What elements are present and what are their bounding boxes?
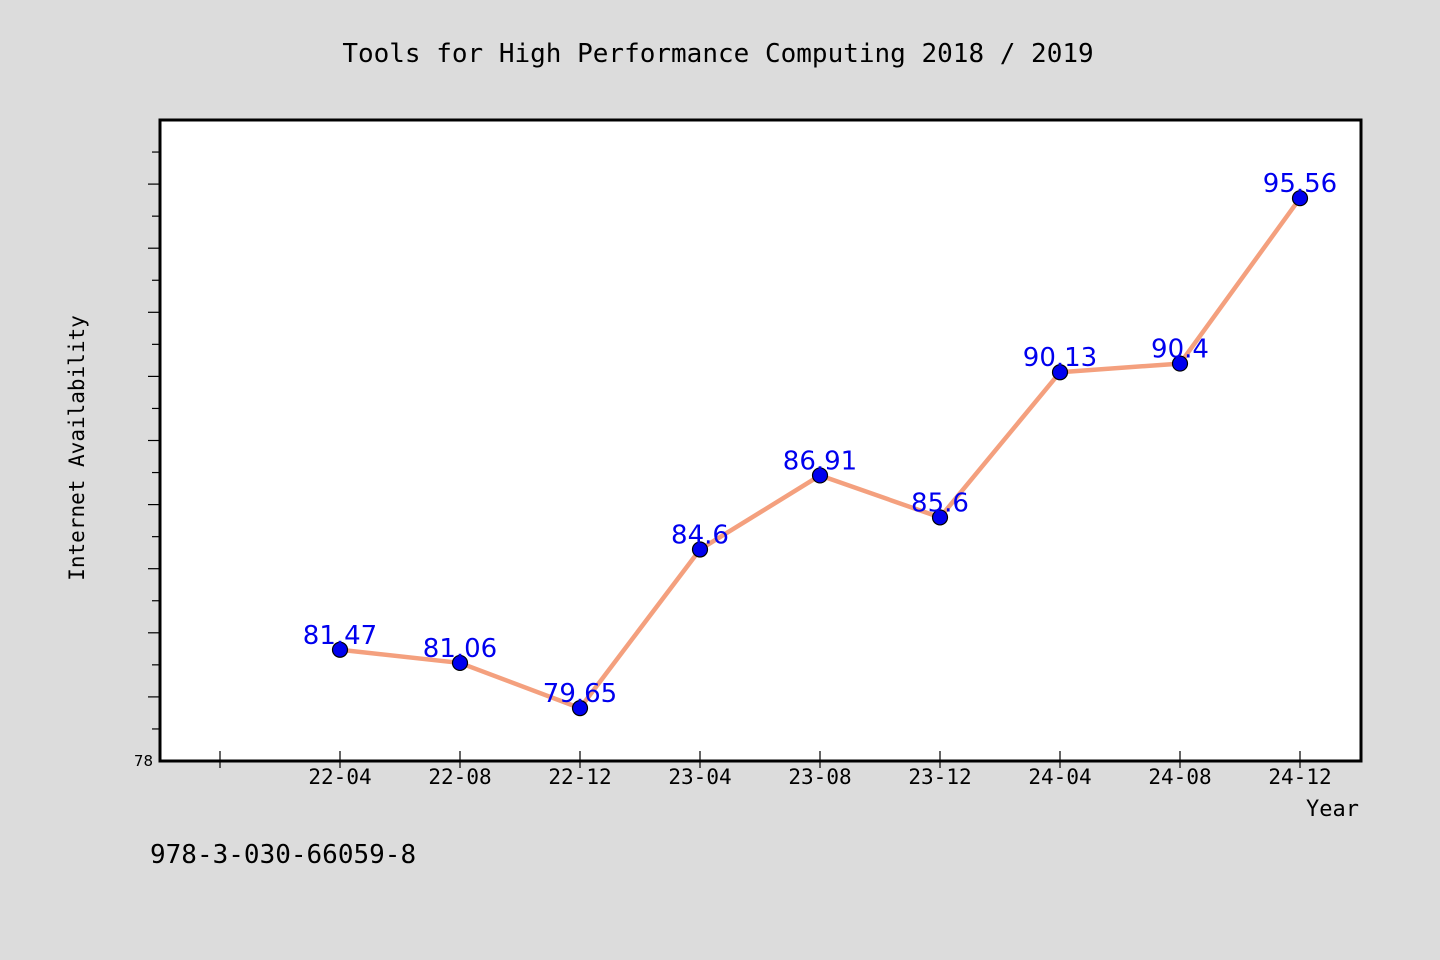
x-tick-label: 22-08	[428, 765, 491, 789]
x-tick-label: 23-04	[668, 765, 731, 789]
data-point	[331, 641, 349, 658]
x-tick-label: 24-08	[1148, 765, 1211, 789]
data-label: 90.13	[1023, 343, 1097, 373]
data-label: 81.06	[423, 634, 497, 664]
plot-area	[160, 120, 1361, 761]
data-label: 85.6	[911, 488, 969, 518]
data-point	[1291, 190, 1309, 207]
data-markers	[331, 190, 1309, 717]
data-label: 81.47	[303, 621, 377, 651]
data-point	[451, 654, 469, 672]
data-point	[1171, 355, 1189, 372]
plot-frame	[158, 118, 1363, 763]
data-label: 84.6	[671, 520, 729, 550]
x-axis-tick-labels: 22-04 22-08 22-12 23-04 23-08 23-12 24-04 24-08…	[308, 765, 1331, 789]
x-tick-label: 22-12	[548, 765, 611, 789]
data-labels-group: 81.47 81.06 79.65 84.6 86.91 85.6 90.13 90.4 95.…	[303, 169, 1337, 709]
data-label: 79.65	[543, 679, 617, 709]
x-tick-label: 24-04	[1028, 765, 1091, 789]
y-tick-label: 78	[134, 752, 153, 770]
x-tick-label: 24-12	[1268, 765, 1331, 789]
y-axis-label: Internet Availability	[65, 315, 89, 581]
data-point	[571, 700, 589, 717]
data-point	[811, 467, 829, 484]
chart-title: Tools for High Performance Computing 201…	[342, 39, 1093, 69]
data-label: 90.4	[1151, 335, 1209, 365]
data-label: 95.56	[1263, 169, 1337, 199]
data-point	[691, 541, 709, 558]
x-tick-label: 23-08	[788, 765, 851, 789]
x-axis-label: Year	[1306, 797, 1359, 822]
x-axis-ticks	[219, 751, 1301, 768]
footnote-isbn: 978-3-030-66059-8	[150, 840, 416, 870]
data-point	[1051, 364, 1069, 381]
data-label: 86.91	[783, 446, 857, 476]
x-tick-label: 23-12	[908, 765, 971, 789]
x-tick-label: 22-04	[308, 765, 371, 789]
data-point	[931, 509, 949, 526]
